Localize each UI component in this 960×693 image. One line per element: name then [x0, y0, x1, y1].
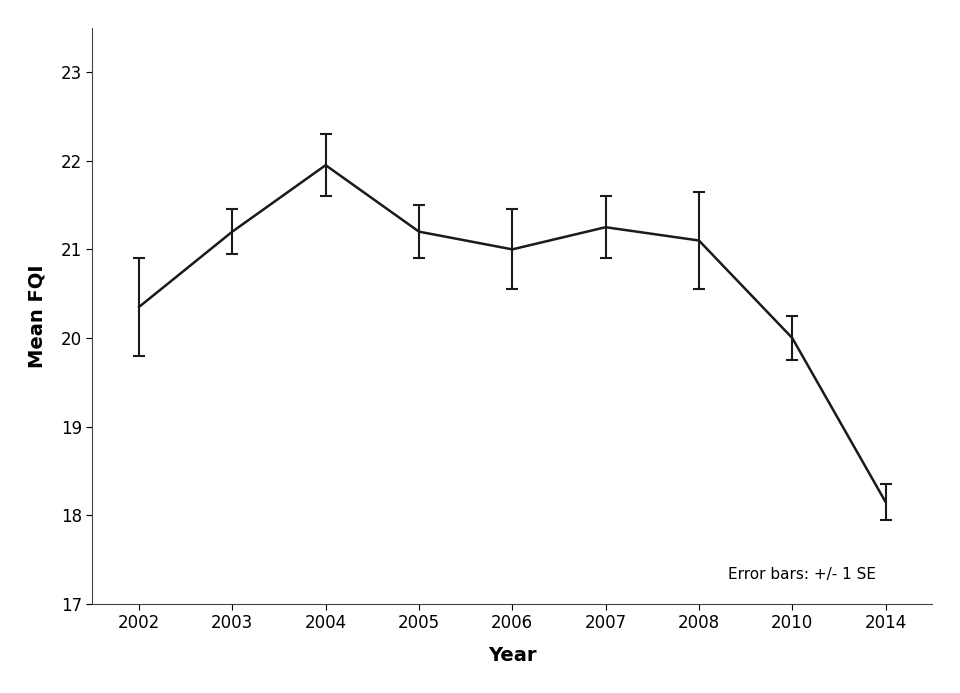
Y-axis label: Mean FQI: Mean FQI [28, 264, 47, 367]
Text: Error bars: +/- 1 SE: Error bars: +/- 1 SE [729, 567, 876, 581]
X-axis label: Year: Year [488, 646, 537, 665]
